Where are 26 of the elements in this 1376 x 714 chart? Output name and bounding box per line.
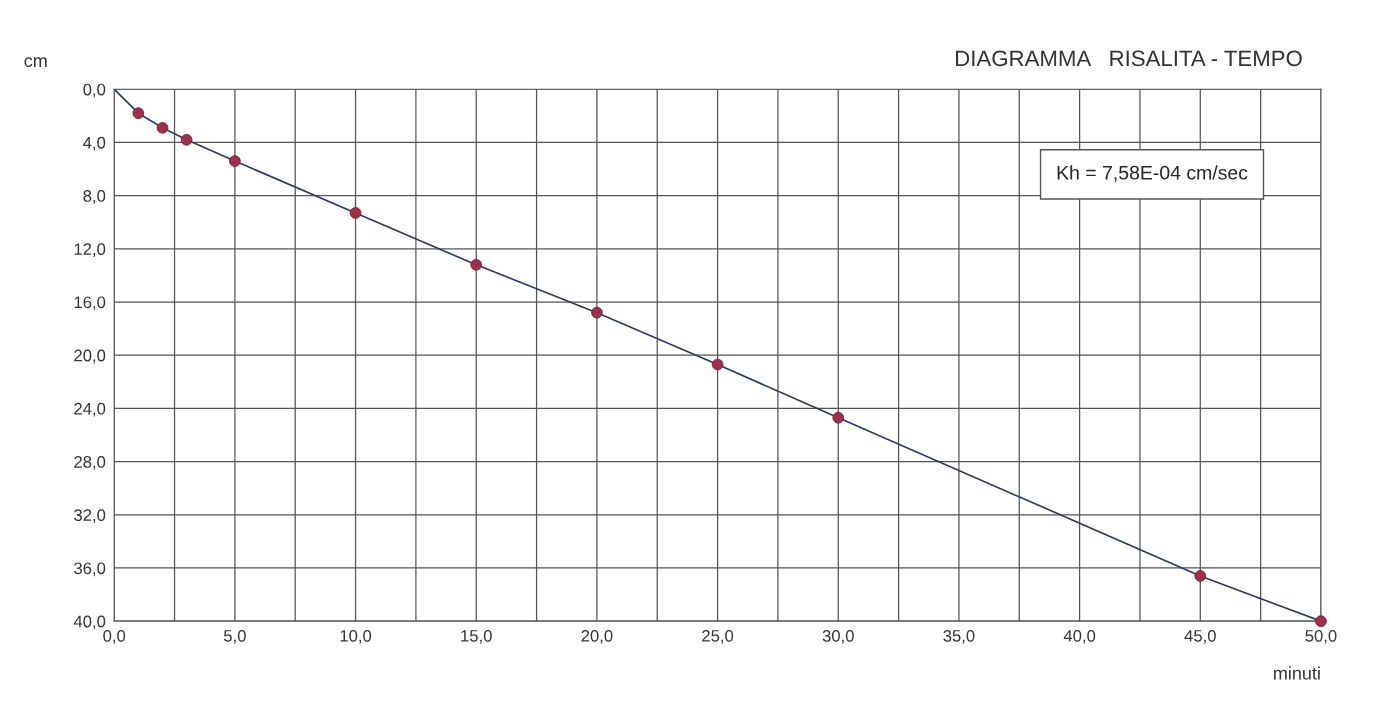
y-tick-label: 36,0 [74, 562, 106, 577]
x-tick-label: 25,0 [702, 629, 734, 644]
y-axis-title: cm [24, 57, 47, 68]
x-tick-label: 40,0 [1063, 629, 1096, 644]
x-tick-label: 50,0 [1305, 629, 1337, 644]
chart-title: DIAGRAMMA RISALITA - TEMPO [956, 50, 1302, 67]
y-tick-label: 24,0 [74, 402, 106, 417]
x-tick-label: 30,0 [822, 629, 854, 644]
x-tick-label: 20,0 [581, 629, 613, 644]
y-tick-label: 4,0 [83, 136, 106, 151]
y-tick-label: 40,0 [73, 615, 106, 630]
y-tick-label: 16,0 [74, 296, 106, 311]
annotation: Kh = 7,58E-04 cm/sec [1057, 165, 1248, 182]
y-tick-label: 28,0 [74, 456, 106, 470]
x-tick-label: 5,0 [223, 629, 246, 644]
y-tick-label: 12,0 [74, 243, 106, 257]
x-tick-label: 45,0 [1184, 629, 1216, 644]
y-tick-label: 32,0 [74, 509, 106, 523]
x-tick-label: 10,0 [340, 629, 372, 644]
x-tick-label: 35,0 [943, 629, 975, 644]
y-tick-label: 0,0 [83, 83, 106, 98]
y-tick-label: 8,0 [83, 190, 106, 204]
x-tick-label: 15,0 [461, 629, 492, 644]
x-axis-title: minuti [1274, 666, 1320, 680]
y-tick-label: 20,0 [74, 349, 106, 364]
x-tick-label: 0,0 [103, 629, 126, 644]
